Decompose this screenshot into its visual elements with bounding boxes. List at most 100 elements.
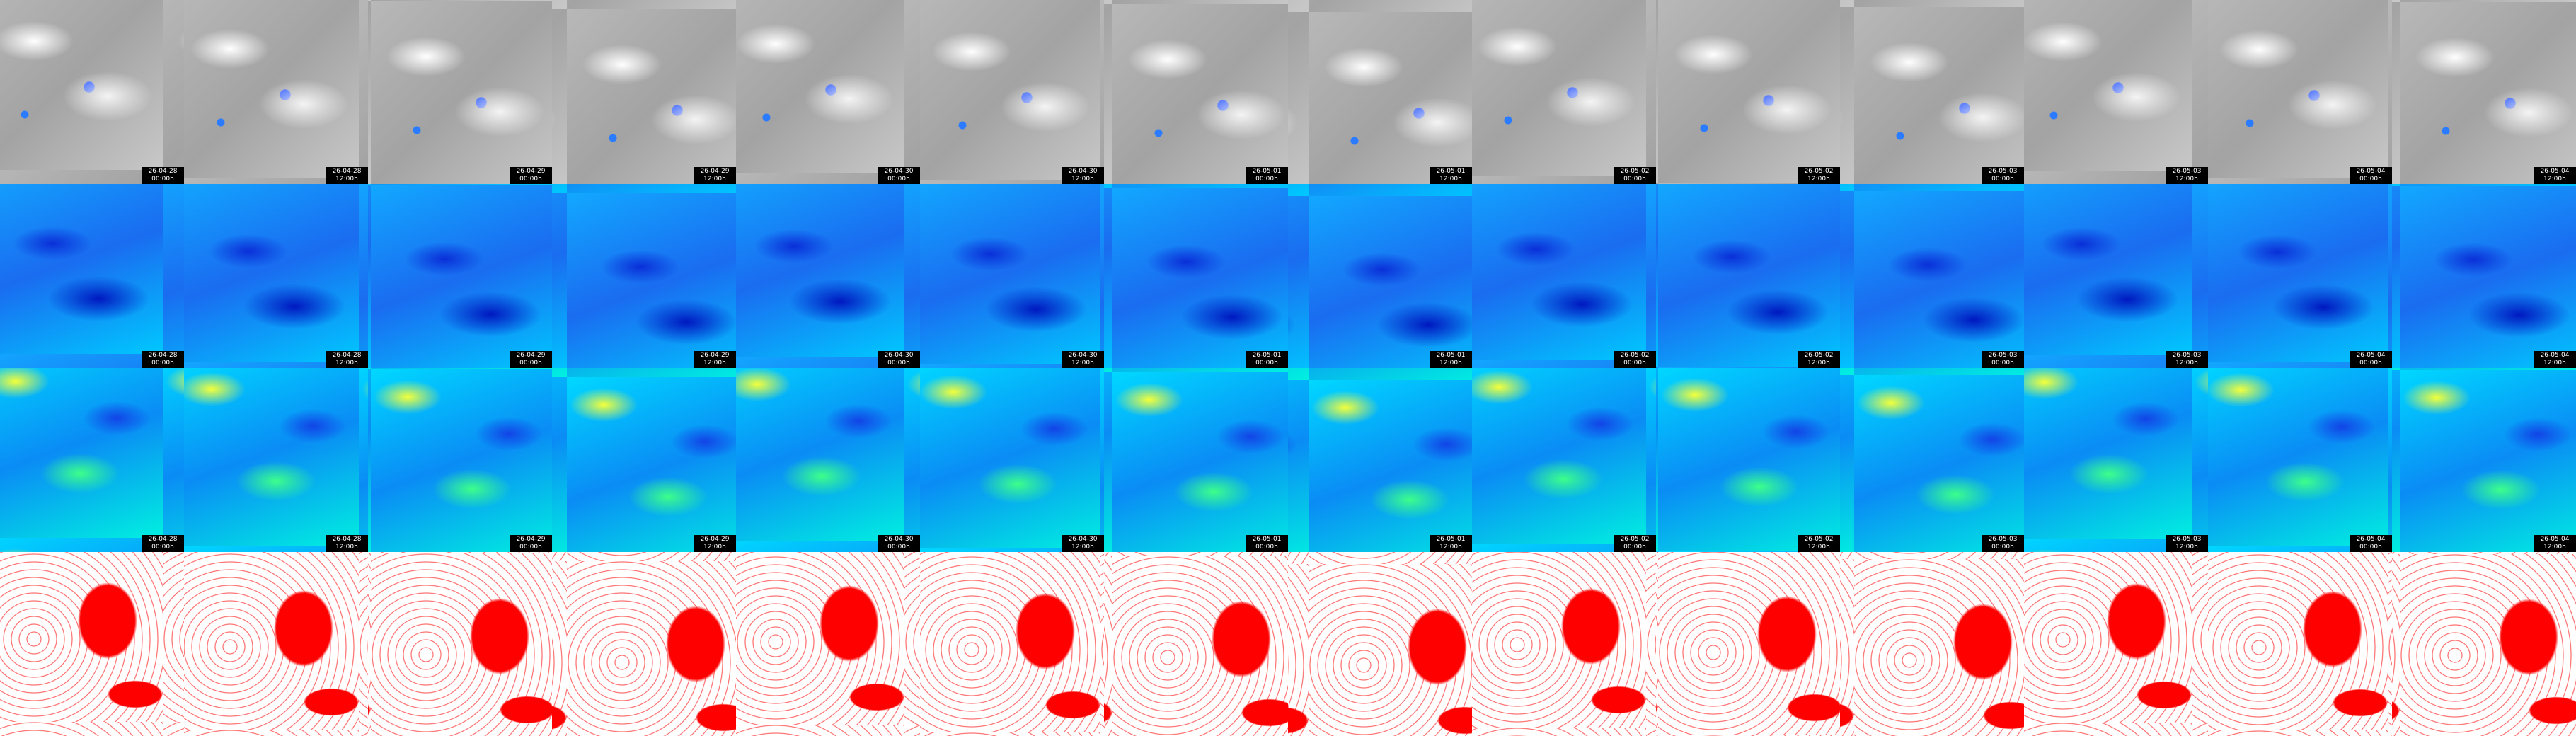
- date-text: 26-05-04: [2356, 168, 2386, 175]
- map-thumbnail: 26-04-29 12:00h: [552, 368, 736, 552]
- map-thumbnail: 26-04-29 00:00h: [368, 368, 552, 552]
- timestamp-label: 26-04-28 00:00h: [142, 167, 184, 184]
- timestamp-label: 26-04-29 00:00h: [510, 167, 552, 184]
- time-text: 12:00h: [2543, 360, 2566, 367]
- map-thumbnail: 26-04-30 00:00h: [736, 184, 920, 368]
- time-text: 12:00h: [703, 544, 726, 551]
- map-thumbnail: 26-04-30 00:00h: [736, 0, 920, 184]
- time-text: 12:00h: [335, 360, 358, 367]
- date-text: 26-05-03: [1988, 352, 2018, 359]
- map-thumbnail: 26-05-03 00:00h: [1840, 184, 2024, 368]
- map-thumbnail: [184, 552, 368, 736]
- map-thumbnail: [1288, 552, 1472, 736]
- timestamp-label: 26-04-28 00:00h: [142, 351, 184, 368]
- timestamp-label: 26-05-04 00:00h: [2350, 167, 2392, 184]
- time-text: 00:00h: [2359, 544, 2382, 551]
- map-thumbnail: 26-05-03 12:00h: [2024, 0, 2208, 184]
- timestamp-label: 26-04-30 12:00h: [1062, 535, 1104, 552]
- map-thumbnail: [1104, 552, 1288, 736]
- date-text: 26-05-03: [1988, 168, 2018, 175]
- timestamp-label: 26-04-29 12:00h: [694, 167, 736, 184]
- timestamp-label: 26-05-03 00:00h: [1982, 167, 2024, 184]
- date-text: 26-04-29: [700, 168, 730, 175]
- timestamp-label: 26-05-03 00:00h: [1982, 535, 2024, 552]
- timestamp-label: 26-05-03 12:00h: [2166, 167, 2208, 184]
- map-thumbnail: 26-04-30 12:00h: [920, 368, 1104, 552]
- time-text: 00:00h: [1991, 176, 2014, 183]
- map-thumbnail: 26-05-04 00:00h: [2208, 0, 2392, 184]
- map-thumbnail: 26-04-28 00:00h: [0, 184, 184, 368]
- date-text: 26-04-30: [884, 168, 914, 175]
- time-text: 12:00h: [1071, 176, 1094, 183]
- date-text: 26-05-02: [1804, 168, 1834, 175]
- time-text: 12:00h: [703, 176, 726, 183]
- time-text: 00:00h: [887, 360, 910, 367]
- timestamp-label: 26-05-02 00:00h: [1614, 167, 1656, 184]
- map-thumbnail: 26-04-30 12:00h: [920, 184, 1104, 368]
- map-thumbnail: 26-05-01 00:00h: [1104, 184, 1288, 368]
- map-thumbnail: 26-04-28 12:00h: [184, 0, 368, 184]
- map-thumbnail: 26-04-30 12:00h: [920, 0, 1104, 184]
- timestamp-label: 26-05-01 00:00h: [1246, 351, 1288, 368]
- map-thumbnail: 26-05-01 12:00h: [1288, 0, 1472, 184]
- timestamp-label: 26-05-01 12:00h: [1430, 351, 1472, 368]
- timestamp-label: 26-04-29 12:00h: [694, 351, 736, 368]
- map-thumbnail: [368, 552, 552, 736]
- time-text: 12:00h: [1071, 360, 1094, 367]
- timestamp-label: 26-04-30 00:00h: [878, 351, 920, 368]
- timestamp-label: 26-04-28 00:00h: [142, 535, 184, 552]
- time-text: 00:00h: [151, 360, 174, 367]
- timestamp-label: 26-05-04 12:00h: [2534, 351, 2576, 368]
- time-text: 00:00h: [1623, 544, 1646, 551]
- timestamp-label: 26-05-02 12:00h: [1798, 167, 1840, 184]
- time-text: 00:00h: [1623, 360, 1646, 367]
- date-text: 26-04-28: [332, 168, 362, 175]
- date-text: 26-04-28: [332, 536, 362, 543]
- map-thumbnail: 26-05-01 00:00h: [1104, 0, 1288, 184]
- timestamp-label: 26-05-04 00:00h: [2350, 351, 2392, 368]
- timestamp-label: 26-04-28 12:00h: [326, 535, 368, 552]
- map-thumbnail: 26-04-28 12:00h: [184, 184, 368, 368]
- time-text: 00:00h: [519, 176, 542, 183]
- time-text: 12:00h: [1807, 544, 1830, 551]
- map-thumbnail: [1472, 552, 1656, 736]
- timestamp-label: 26-05-01 00:00h: [1246, 535, 1288, 552]
- timestamp-label: 26-04-29 00:00h: [510, 535, 552, 552]
- time-text: 00:00h: [519, 360, 542, 367]
- map-thumbnail: 26-05-04 12:00h: [2392, 368, 2576, 552]
- map-thumbnail: 26-04-28 00:00h: [0, 0, 184, 184]
- time-text: 12:00h: [1807, 176, 1830, 183]
- timestamp-label: 26-05-02 00:00h: [1614, 535, 1656, 552]
- time-text: 00:00h: [1991, 360, 2014, 367]
- timestamp-label: 26-04-30 00:00h: [878, 167, 920, 184]
- date-text: 26-04-29: [516, 352, 546, 359]
- date-text: 26-05-01: [1252, 536, 1282, 543]
- date-text: 26-05-03: [2172, 536, 2202, 543]
- map-thumbnail: 26-05-03 00:00h: [1840, 368, 2024, 552]
- date-text: 26-04-29: [700, 352, 730, 359]
- time-text: 00:00h: [2359, 360, 2382, 367]
- timestamp-label: 26-05-01 12:00h: [1430, 167, 1472, 184]
- map-thumbnail: [920, 552, 1104, 736]
- time-text: 12:00h: [2175, 360, 2198, 367]
- map-thumbnail: 26-04-28 00:00h: [0, 368, 184, 552]
- date-text: 26-04-30: [1068, 352, 1098, 359]
- time-text: 12:00h: [703, 360, 726, 367]
- timestamp-label: 26-05-01 12:00h: [1430, 535, 1472, 552]
- date-text: 26-05-01: [1252, 352, 1282, 359]
- map-thumbnail: 26-05-03 00:00h: [1840, 0, 2024, 184]
- date-text: 26-05-01: [1436, 536, 1466, 543]
- time-text: 00:00h: [1255, 544, 1278, 551]
- date-text: 26-04-30: [1068, 536, 1098, 543]
- time-text: 12:00h: [1439, 544, 1462, 551]
- map-thumbnail: 26-05-04 00:00h: [2208, 368, 2392, 552]
- map-thumbnail: [2024, 552, 2208, 736]
- time-text: 12:00h: [1439, 360, 1462, 367]
- time-text: 00:00h: [151, 176, 174, 183]
- map-thumbnail: 26-05-02 00:00h: [1472, 184, 1656, 368]
- timestamp-label: 26-05-02 12:00h: [1798, 535, 1840, 552]
- date-text: 26-05-04: [2356, 352, 2386, 359]
- time-text: 12:00h: [2175, 176, 2198, 183]
- time-text: 00:00h: [2359, 176, 2382, 183]
- date-text: 26-05-02: [1804, 352, 1834, 359]
